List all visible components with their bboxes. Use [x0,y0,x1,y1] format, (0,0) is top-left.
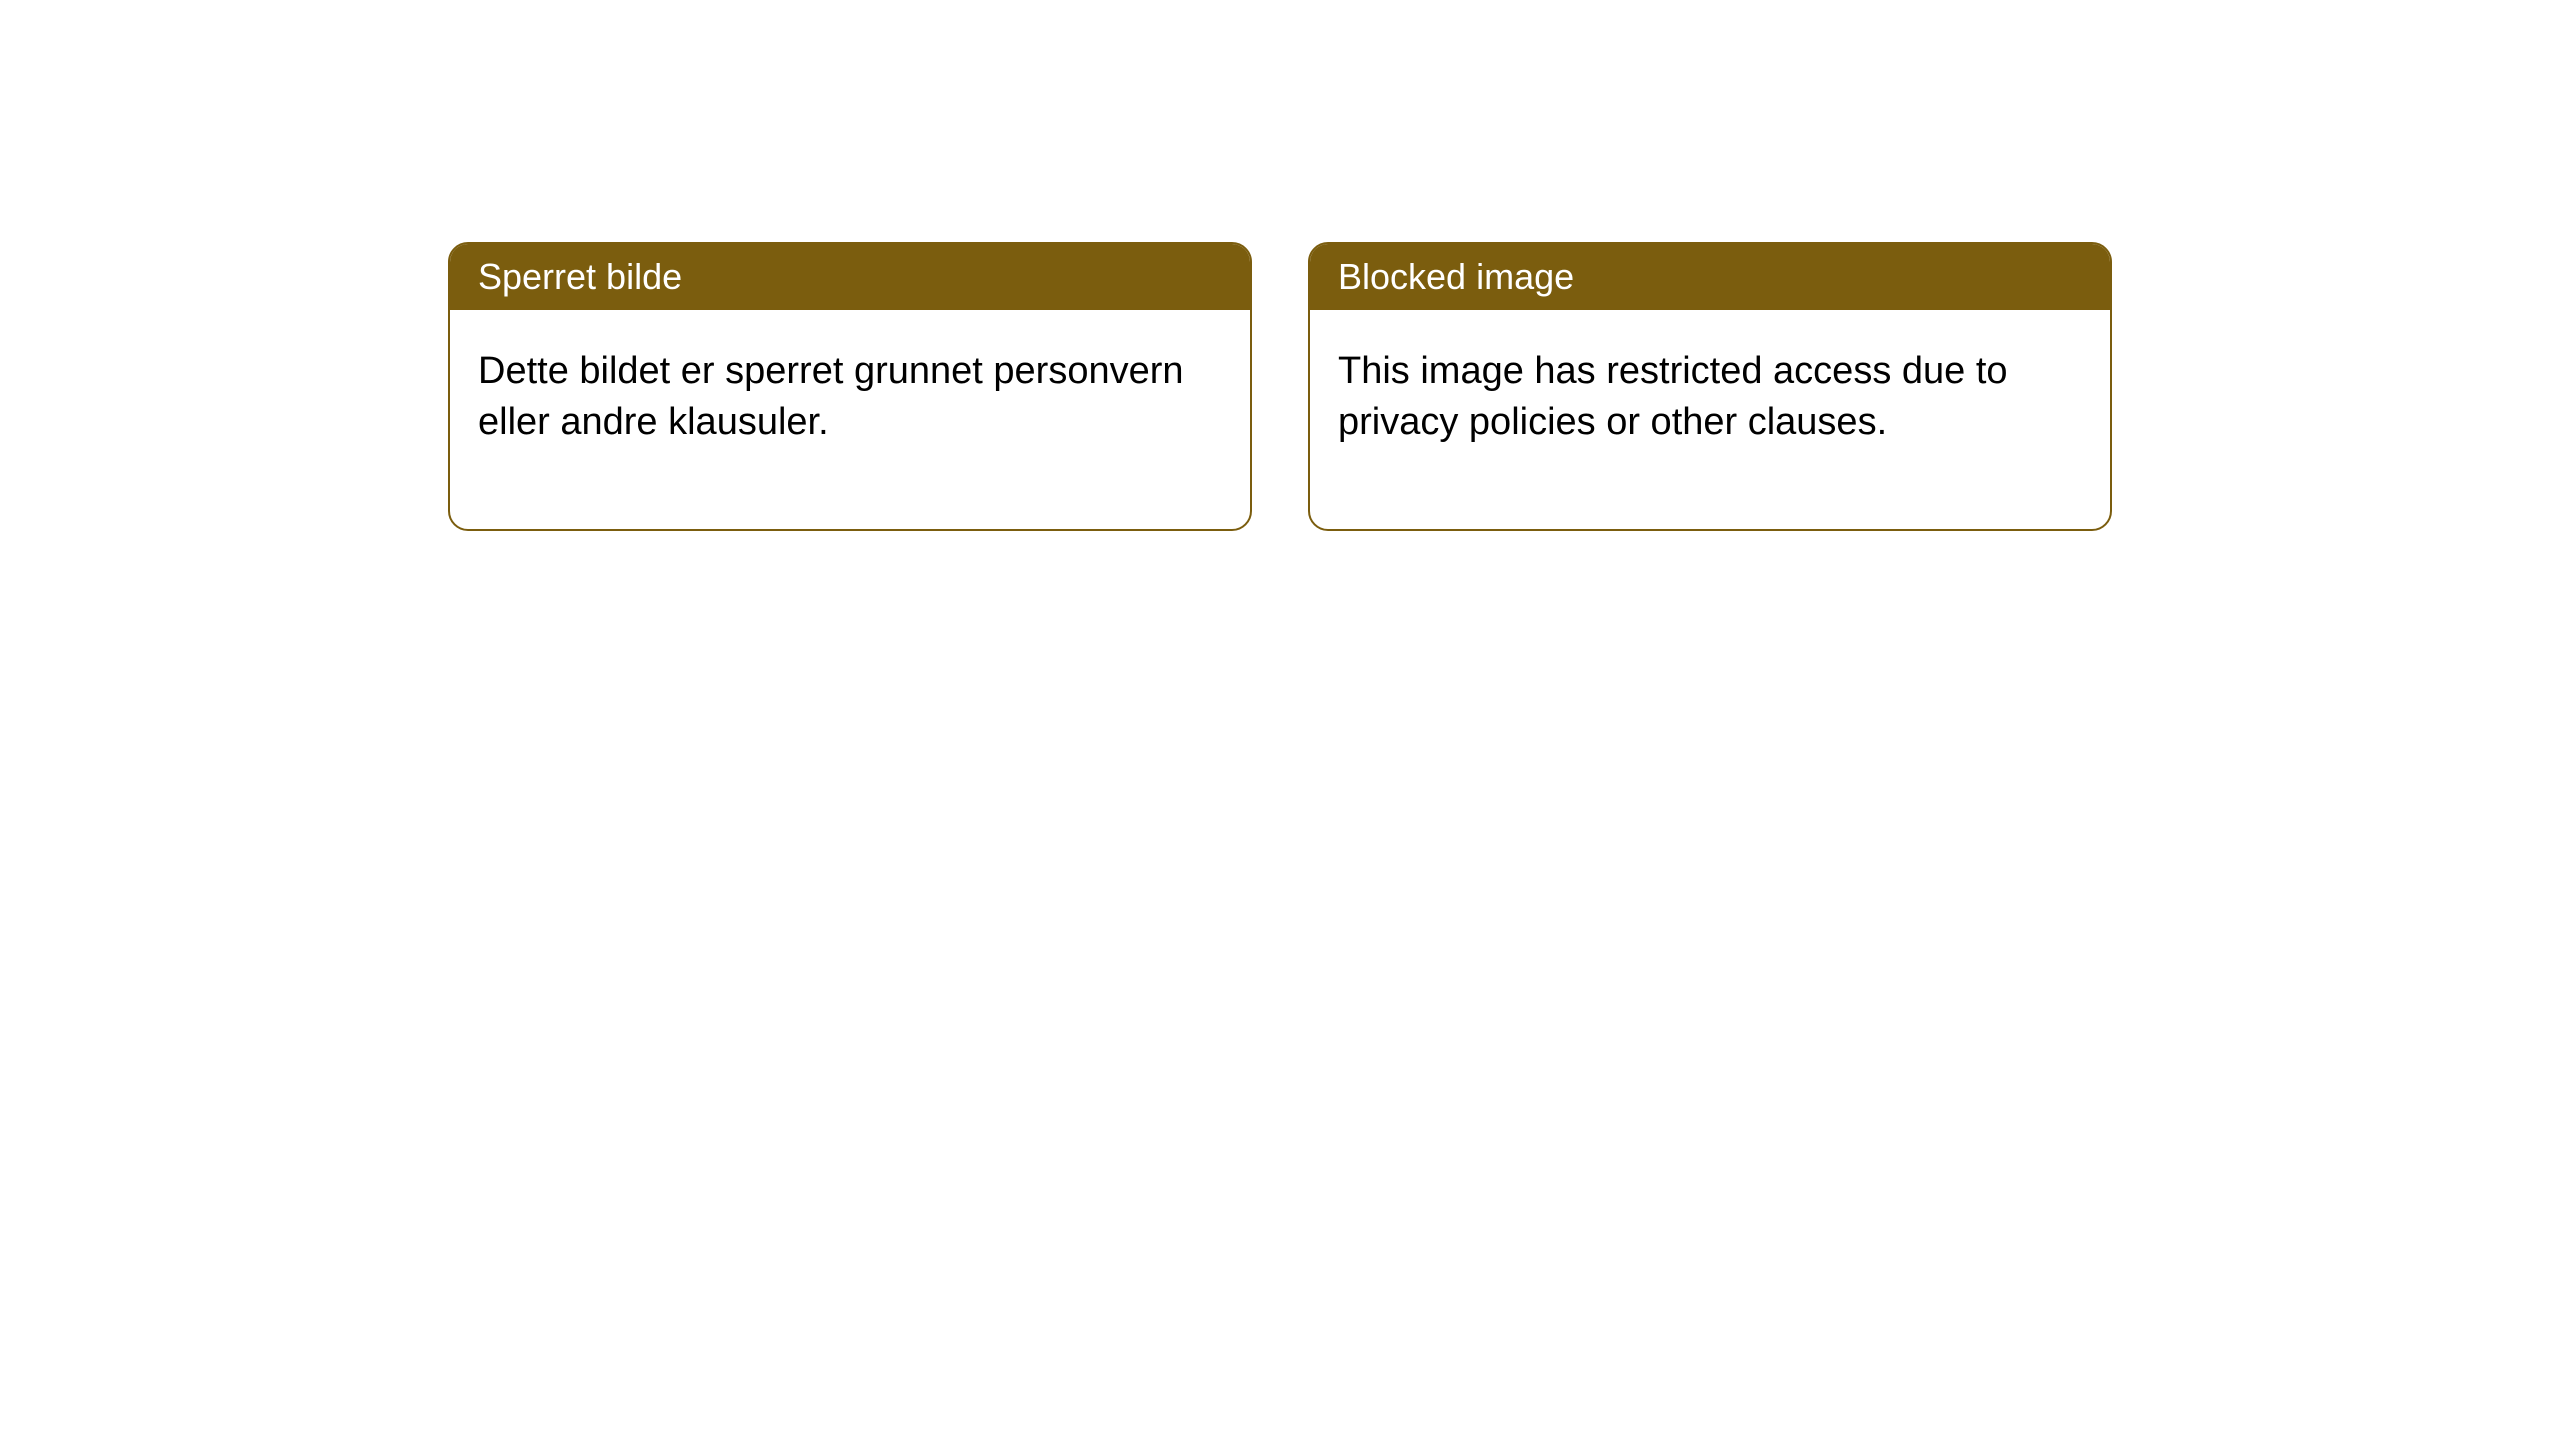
card-title-en: Blocked image [1338,256,1574,297]
card-header-no: Sperret bilde [450,244,1250,310]
card-title-no: Sperret bilde [478,256,682,297]
card-header-en: Blocked image [1310,244,2110,310]
card-body-no: Dette bildet er sperret grunnet personve… [450,310,1250,529]
card-body-text-en: This image has restricted access due to … [1338,350,2008,443]
blocked-image-card-en: Blocked image This image has restricted … [1308,242,2112,531]
blocked-image-card-no: Sperret bilde Dette bildet er sperret gr… [448,242,1252,531]
card-body-text-no: Dette bildet er sperret grunnet personve… [478,350,1184,443]
card-body-en: This image has restricted access due to … [1310,310,2110,529]
cards-container: Sperret bilde Dette bildet er sperret gr… [0,0,2560,531]
